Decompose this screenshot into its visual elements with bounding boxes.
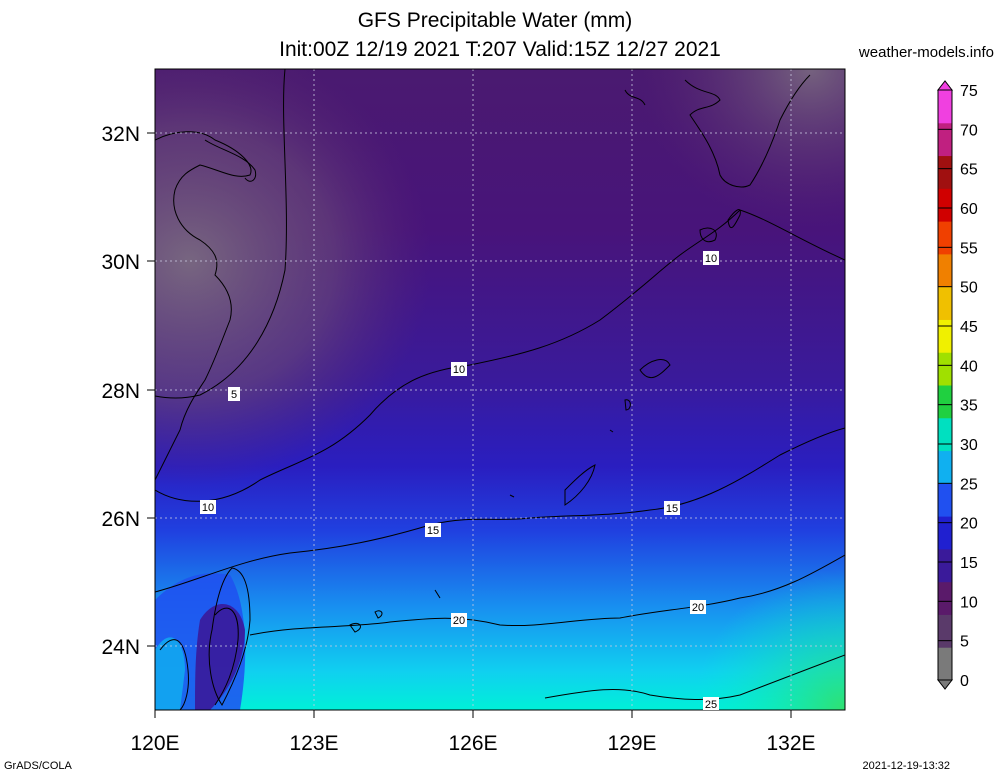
contour-label: 20 — [451, 613, 467, 627]
y-tick-label: 32N — [101, 123, 140, 146]
svg-text:20: 20 — [692, 602, 704, 614]
colorbar-segment — [938, 319, 952, 353]
contour-label: 5 — [228, 387, 240, 401]
contour-label: 15 — [664, 501, 680, 515]
contour-label-group: 5 10 10 10 15 15 20 20 25 — [200, 251, 719, 711]
colorbar-label: 45 — [960, 319, 978, 336]
colorbar-label: 60 — [960, 201, 978, 218]
colorbar-segment — [938, 581, 952, 615]
contour-label: 20 — [690, 600, 706, 614]
colorbar-segment — [938, 155, 952, 189]
colorbar-segment — [938, 647, 952, 681]
x-tick-label: 129E — [607, 732, 656, 755]
colorbar-segment — [938, 286, 952, 320]
colorbar-label: 40 — [960, 358, 978, 375]
contour-label: 10 — [451, 362, 467, 376]
colorbar-segment — [938, 450, 952, 484]
svg-text:10: 10 — [202, 502, 214, 514]
svg-text:10: 10 — [705, 253, 717, 265]
colorbar-segment — [938, 221, 952, 255]
svg-text:15: 15 — [427, 525, 439, 537]
colorbar-segment — [938, 188, 952, 222]
map-subtitle: Init:00Z 12/19 2021 T:207 Valid:15Z 12/2… — [279, 38, 721, 61]
colorbar-label: 10 — [960, 594, 978, 611]
colorbar-label: 30 — [960, 437, 978, 454]
x-axis-labels: 120E 123E 126E 129E 132E — [130, 732, 815, 755]
colorbar-label: 15 — [960, 555, 978, 572]
colorbar-segment — [938, 352, 952, 386]
colorbar-label: 25 — [960, 476, 978, 493]
colorbar-segment — [938, 385, 952, 419]
colorbar-segment — [938, 614, 952, 648]
svg-text:5: 5 — [231, 389, 237, 401]
contour-label: 10 — [200, 500, 216, 514]
colorbar-label: 35 — [960, 398, 978, 415]
colorbar-label: 50 — [960, 280, 978, 297]
site-label: weather-models.info — [858, 44, 994, 61]
colorbar-segment — [938, 417, 952, 452]
colorbar-label: 75 — [960, 83, 978, 100]
contour-lines — [155, 69, 845, 710]
colorbar-max-arrow — [936, 80, 954, 91]
colorbar-segment — [938, 548, 952, 583]
colorbar-segment — [938, 90, 952, 124]
colorbar-segment — [938, 253, 952, 288]
x-tick-label: 123E — [289, 732, 338, 755]
y-tick-label: 28N — [101, 380, 140, 403]
contour-label: 10 — [703, 251, 719, 265]
y-tick-label: 30N — [101, 251, 140, 274]
colorbar-segment — [938, 483, 952, 517]
colorbar: 0 5 10 15 20 25 30 35 40 45 50 55 60 65 70 75 — [936, 80, 978, 690]
y-axis-labels: 32N 30N 28N 26N 24N — [101, 123, 140, 659]
colorbar-label: 55 — [960, 240, 978, 257]
software-credit: GrADS/COLA — [4, 760, 72, 772]
map-field — [155, 69, 845, 710]
timestamp: 2021-12-19-13:32 — [862, 760, 950, 772]
y-tick-label: 26N — [101, 508, 140, 531]
contour-label: 15 — [425, 523, 441, 537]
x-tick-label: 132E — [766, 732, 815, 755]
map-title: GFS Precipitable Water (mm) — [357, 9, 633, 32]
colorbar-label: 20 — [960, 516, 978, 533]
svg-text:20: 20 — [453, 615, 465, 627]
svg-text:15: 15 — [666, 503, 678, 515]
svg-text:25: 25 — [705, 699, 717, 711]
coastlines — [155, 74, 811, 706]
colorbar-label: 0 — [960, 673, 969, 690]
colorbar-segment — [938, 122, 952, 157]
x-tick-label: 126E — [448, 732, 497, 755]
colorbar-label: 5 — [960, 634, 969, 651]
x-tick-label: 120E — [130, 732, 179, 755]
y-tick-label: 24N — [101, 636, 140, 659]
contour-label: 25 — [703, 697, 719, 711]
svg-text:10: 10 — [453, 364, 465, 376]
colorbar-label: 65 — [960, 162, 978, 179]
colorbar-min-arrow — [936, 679, 954, 690]
colorbar-segment — [938, 516, 952, 550]
colorbar-label: 70 — [960, 122, 978, 139]
grid-lines — [155, 69, 845, 710]
axis-ticks — [147, 132, 792, 718]
